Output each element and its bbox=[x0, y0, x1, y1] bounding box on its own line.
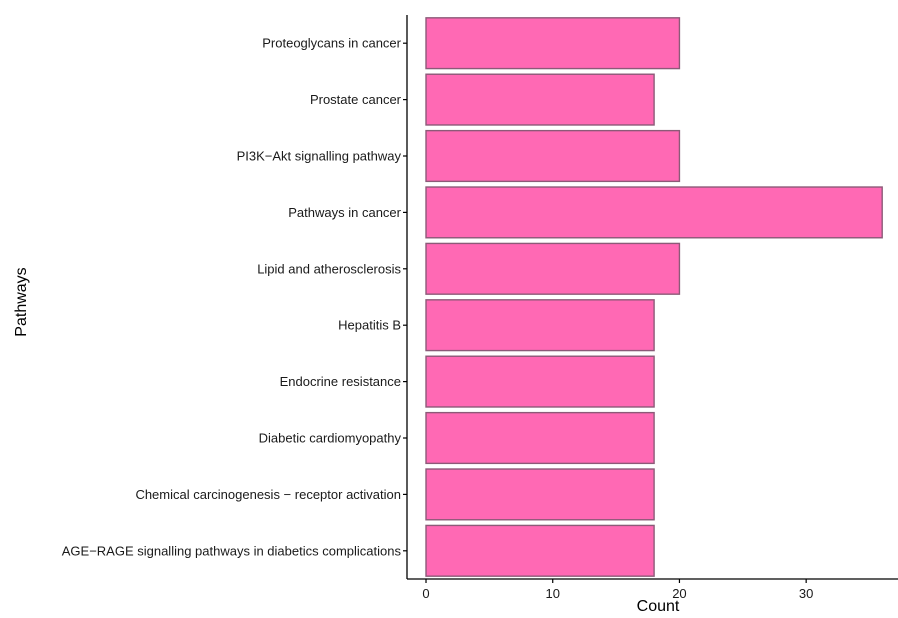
y-tick-label: Lipid and atherosclerosis bbox=[257, 261, 401, 276]
bar bbox=[425, 186, 883, 239]
bar bbox=[425, 17, 681, 70]
bar bbox=[425, 242, 681, 295]
y-tick-label: Diabetic cardiomyopathy bbox=[259, 431, 402, 446]
axes-layer bbox=[403, 15, 898, 583]
bars-layer bbox=[425, 17, 883, 577]
labels-layer: Proteoglycans in cancer Prostate cancer PI… bbox=[62, 36, 814, 601]
y-tick-label: AGE−RAGE signalling pathways in diabetic… bbox=[62, 543, 402, 558]
y-tick-label: Pathways in cancer bbox=[288, 205, 401, 220]
bar bbox=[425, 524, 655, 577]
y-axis-title: Pathways bbox=[13, 267, 30, 336]
y-tick-label: PI3K−Akt signalling pathway bbox=[237, 149, 402, 164]
y-tick-label: Proteoglycans in cancer bbox=[262, 36, 401, 51]
bar bbox=[425, 411, 655, 465]
y-tick-label: Prostate cancer bbox=[310, 92, 402, 107]
y-tick-label: Endocrine resistance bbox=[280, 374, 401, 389]
x-axis-title: Count bbox=[637, 598, 680, 615]
x-tick-label: 0 bbox=[422, 586, 429, 601]
x-tick-label: 10 bbox=[545, 586, 559, 601]
bar bbox=[425, 73, 655, 126]
bar bbox=[425, 355, 655, 408]
y-tick-label: Chemical carcinogenesis − receptor activ… bbox=[135, 487, 401, 502]
x-tick-label: 20 bbox=[672, 586, 686, 601]
bar bbox=[425, 299, 655, 352]
y-tick-label: Hepatitis B bbox=[338, 318, 401, 333]
bar bbox=[425, 468, 655, 521]
bar bbox=[425, 129, 681, 183]
x-tick-label: 30 bbox=[799, 586, 813, 601]
